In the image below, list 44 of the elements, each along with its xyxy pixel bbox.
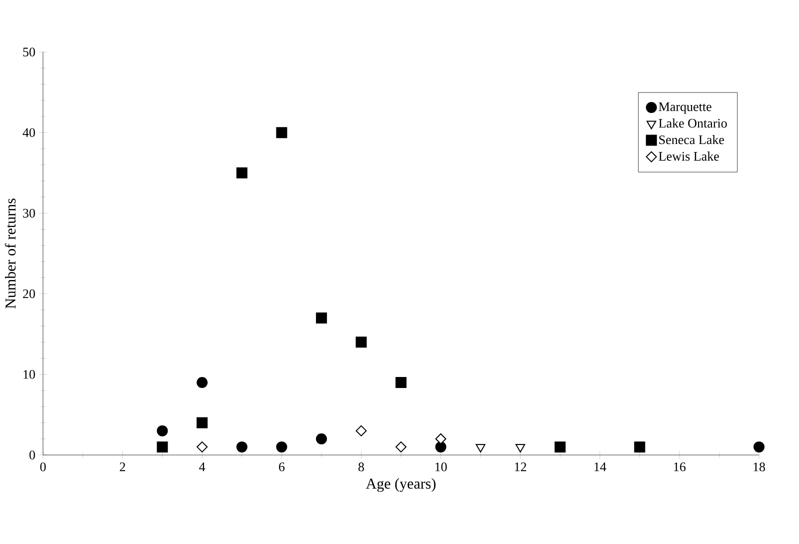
point	[396, 376, 407, 388]
y-tick-label: 40	[22, 128, 35, 137]
point	[156, 441, 168, 452]
x-tick-label: 6	[278, 462, 285, 472]
point	[316, 433, 327, 444]
point	[356, 425, 367, 436]
point	[156, 425, 168, 436]
y-axis-title: Number of returns	[4, 198, 16, 308]
legend-label: Lake Ontario	[658, 118, 727, 128]
point	[236, 441, 248, 452]
point	[435, 433, 446, 444]
point	[236, 167, 248, 178]
point	[196, 417, 208, 428]
x-tick-label: 18	[754, 462, 766, 472]
x-tick-label: 2	[120, 462, 126, 472]
point	[435, 441, 446, 452]
x-tick-label: 4	[199, 462, 206, 472]
x-tick-label: 14	[594, 462, 606, 472]
x-tick-label: 16	[674, 462, 686, 472]
y-tick-label: 0	[29, 450, 35, 460]
point	[634, 441, 646, 452]
point	[196, 441, 208, 452]
legend-label: Seneca Lake	[659, 135, 724, 144]
point	[754, 441, 765, 452]
x-tick-label: 10	[435, 462, 447, 472]
y-tick-label: 50	[23, 48, 35, 56]
legend-label: Marquette	[658, 102, 712, 114]
point	[356, 336, 367, 348]
point	[476, 444, 486, 452]
x-tick-label: 12	[514, 462, 526, 472]
x-tick-label: 8	[358, 462, 364, 472]
legend-label: Lewis Lake	[658, 152, 719, 161]
point	[276, 127, 288, 138]
x-axis-title: Age (years)	[366, 478, 436, 492]
point	[196, 376, 208, 388]
point	[316, 312, 327, 324]
point	[516, 444, 526, 452]
point	[276, 441, 288, 452]
y-tick-label: 20	[23, 289, 35, 298]
x-tick-label: 0	[40, 462, 46, 472]
point	[396, 441, 406, 452]
y-tick-label: 30	[23, 208, 35, 218]
y-tick-label: 10	[24, 370, 35, 379]
point	[554, 441, 566, 452]
